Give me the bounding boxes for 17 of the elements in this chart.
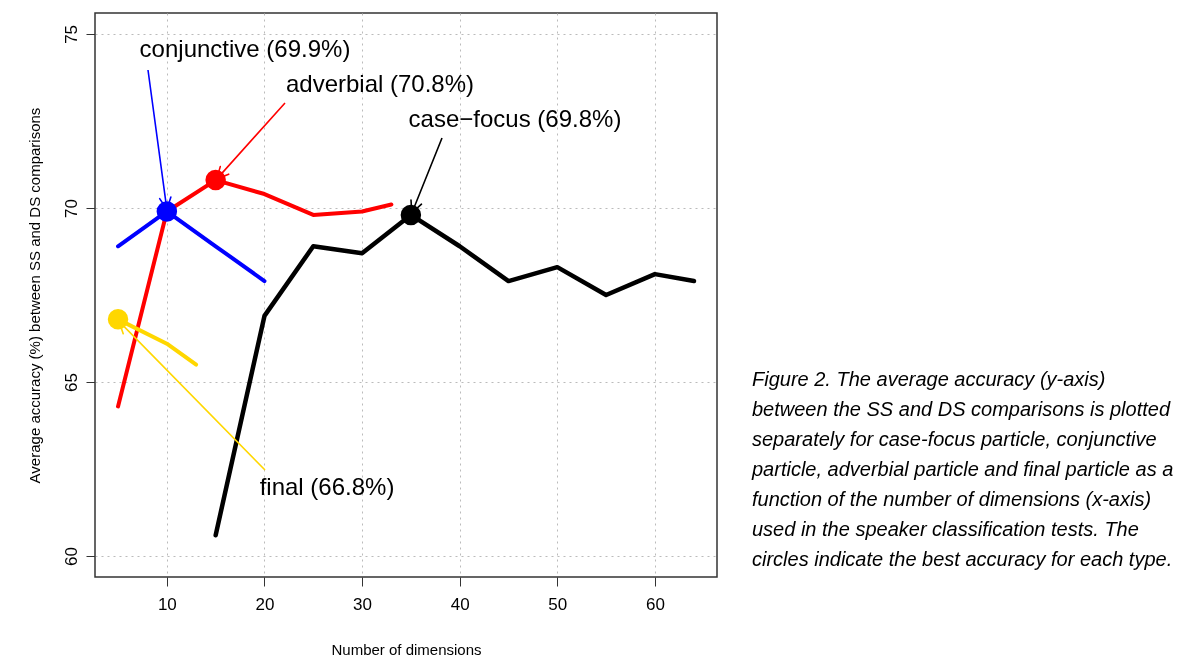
y-axis-title: Average accuracy (%) between SS and DS comparisons bbox=[25, 107, 43, 484]
annotation: conjunctive (69.9%) bbox=[139, 35, 351, 62]
annotation: case−focus (69.8%) bbox=[408, 105, 622, 132]
caption: Figure 2. The average accuracy (y-axis) between the SS and DS comparisons is plotted separately for case-focus particle, conjunctive particle, adverbial particle and final particle as a function of the number of dimensions (x-axis) used in the speaker classification tests. The circles indicate the best accuracy for each type. bbox=[752, 367, 1175, 572]
x-axis-title: Number of dimensions bbox=[331, 640, 482, 658]
x-tick-label: 30 bbox=[353, 594, 373, 614]
x-tick-label: 60 bbox=[645, 594, 665, 614]
y-tick-label: 70 bbox=[61, 199, 81, 218]
x-tick-label: 50 bbox=[548, 594, 568, 614]
y-tick-label: 60 bbox=[61, 547, 81, 567]
x-tick-label: 20 bbox=[255, 594, 275, 614]
annotation: adverbial (70.8%) bbox=[285, 70, 475, 97]
annotation: final (66.8%) bbox=[259, 473, 395, 500]
y-tick-label: 65 bbox=[61, 373, 81, 392]
y-tick-label: 75 bbox=[61, 24, 81, 44]
x-tick-label: 40 bbox=[450, 594, 470, 614]
x-tick-label: 10 bbox=[157, 594, 177, 614]
